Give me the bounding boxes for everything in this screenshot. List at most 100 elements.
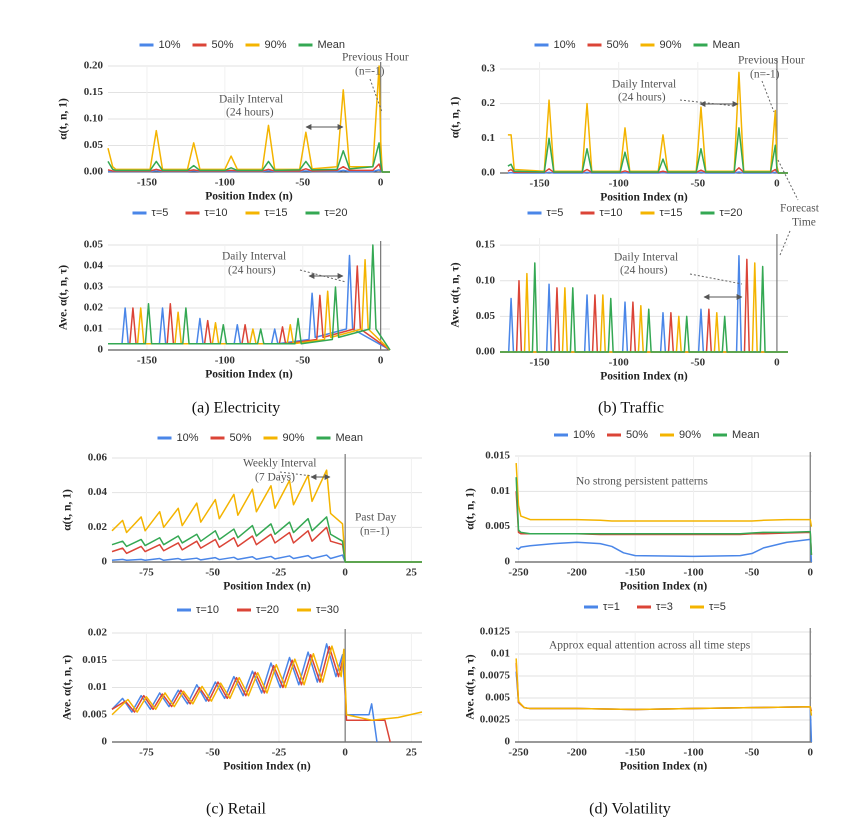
annotation: Daily Interval bbox=[614, 252, 678, 264]
x-tick-label: -25 bbox=[272, 747, 287, 759]
series-line bbox=[107, 142, 390, 173]
legend-item: τ=10 bbox=[177, 604, 219, 616]
x-tick-label: -100 bbox=[683, 567, 704, 579]
annotation: (24 hours) bbox=[226, 107, 274, 119]
x-tick-label: 0 bbox=[378, 355, 384, 367]
legend-label: τ=20 bbox=[720, 207, 743, 219]
legend-item: τ=5 bbox=[527, 207, 564, 219]
legend-item: 50% bbox=[210, 432, 252, 444]
annotation: Previous Hour bbox=[342, 52, 409, 64]
x-tick-label: -50 bbox=[295, 177, 310, 189]
x-tick-label: 0 bbox=[774, 357, 780, 369]
annotation: Approx equal attention across all time s… bbox=[549, 640, 751, 652]
x-tick-label: -100 bbox=[215, 177, 236, 189]
legend-item: τ=1 bbox=[584, 601, 620, 613]
legend-item: τ=3 bbox=[637, 601, 673, 613]
y-tick-label: 0.00 bbox=[476, 346, 496, 358]
x-axis-label: Position Index (n) bbox=[620, 581, 708, 593]
legend-item: 10% bbox=[157, 432, 199, 444]
legend-item: τ=20 bbox=[700, 207, 743, 219]
annotation: (7 Days) bbox=[255, 472, 295, 484]
legend-item: 50% bbox=[587, 39, 629, 51]
y-tick-label: 0.05 bbox=[84, 139, 104, 151]
y-tick-label: 0.01 bbox=[84, 323, 103, 335]
annotation: Past Day bbox=[355, 512, 396, 524]
y-tick-label: 0 bbox=[102, 556, 108, 568]
x-tick-label: -150 bbox=[625, 567, 646, 579]
legend-label: Mean bbox=[336, 432, 364, 444]
caption: (a) Electricity bbox=[192, 400, 280, 417]
x-tick-label: -75 bbox=[139, 747, 154, 759]
y-tick-label: 0.15 bbox=[476, 239, 496, 251]
legend-item: τ=5 bbox=[690, 601, 726, 613]
y-tick-label: 0.01 bbox=[491, 485, 510, 497]
legend-label: 90% bbox=[679, 429, 701, 441]
legend-item: 10% bbox=[554, 429, 595, 441]
y-axis-label: α(t, n, 1) bbox=[62, 489, 74, 531]
y-tick-label: 0.0025 bbox=[480, 714, 511, 726]
legend-label: τ=20 bbox=[325, 207, 348, 219]
y-tick-label: 0.10 bbox=[84, 113, 104, 125]
series-line bbox=[507, 127, 788, 174]
x-tick-label: 0 bbox=[774, 178, 780, 190]
legend-label: τ=20 bbox=[256, 604, 279, 616]
y-tick-label: 0.02 bbox=[88, 627, 108, 639]
y-tick-label: 0.015 bbox=[485, 450, 510, 462]
legend-label: τ=10 bbox=[600, 207, 623, 219]
y-tick-label: 0.15 bbox=[84, 86, 104, 98]
x-tick-label: -100 bbox=[215, 355, 236, 367]
legend-label: τ=10 bbox=[205, 207, 228, 219]
x-tick-label: -150 bbox=[529, 357, 550, 369]
legend-label: 10% bbox=[573, 429, 595, 441]
annotation: (n=-1) bbox=[360, 526, 390, 538]
x-tick-label: -150 bbox=[137, 355, 158, 367]
x-tick-label: -200 bbox=[567, 747, 588, 759]
x-tick-label: -50 bbox=[745, 747, 760, 759]
legend-item: Mean bbox=[298, 39, 345, 51]
y-tick-label: 0.05 bbox=[84, 239, 104, 251]
pointer bbox=[779, 230, 791, 256]
annotation: No strong persistent patterns bbox=[576, 476, 708, 488]
pointer bbox=[689, 273, 743, 285]
legend-label: τ=5 bbox=[547, 207, 564, 219]
y-axis-label: α(t, n, 1) bbox=[58, 98, 70, 140]
legend-label: 50% bbox=[626, 429, 648, 441]
caption: (c) Retail bbox=[206, 801, 267, 818]
pointer bbox=[761, 80, 775, 113]
legend-item: Mean bbox=[713, 429, 760, 441]
legend-item: τ=15 bbox=[640, 207, 683, 219]
legend-item: 10% bbox=[534, 39, 576, 51]
y-tick-label: 0.04 bbox=[88, 486, 108, 498]
legend-label: τ=3 bbox=[656, 601, 673, 613]
y-tick-label: 0.10 bbox=[476, 274, 496, 286]
legend-label: 50% bbox=[607, 39, 629, 51]
legend-label: τ=5 bbox=[709, 601, 726, 613]
legend-label: 10% bbox=[159, 39, 181, 51]
y-tick-label: 0.02 bbox=[88, 521, 108, 533]
annotation: Time bbox=[792, 217, 816, 229]
legend-label: Mean bbox=[732, 429, 760, 441]
x-tick-label: -100 bbox=[683, 747, 704, 759]
legend-label: τ=15 bbox=[660, 207, 683, 219]
annotation: Forecast bbox=[780, 203, 820, 215]
x-axis-label: Position Index (n) bbox=[223, 761, 311, 773]
y-axis-label: Ave. α(t, n, τ) bbox=[58, 265, 70, 330]
legend-label: τ=30 bbox=[316, 604, 339, 616]
legend-label: 90% bbox=[660, 39, 682, 51]
legend-item: 50% bbox=[192, 39, 234, 51]
x-tick-label: -50 bbox=[295, 355, 310, 367]
legend-item: τ=30 bbox=[297, 604, 339, 616]
y-tick-label: 0 bbox=[505, 556, 511, 568]
x-tick-label: -200 bbox=[567, 567, 588, 579]
x-axis-label: Position Index (n) bbox=[205, 191, 293, 203]
annotation: Weekly Interval bbox=[243, 458, 316, 470]
y-axis-label: Ave. α(t, n, τ) bbox=[62, 655, 74, 720]
annotation: (24 hours) bbox=[618, 92, 666, 104]
series-line bbox=[111, 554, 422, 563]
annotation: (n=-1) bbox=[355, 66, 385, 78]
y-tick-label: 0.2 bbox=[481, 97, 495, 109]
y-tick-label: 0.01 bbox=[88, 681, 107, 693]
plots: 0.00 0.05 0.10 0.15 0.2 0 -150 -100 -50 0 Position… bbox=[58, 39, 814, 773]
x-tick-label: 0 bbox=[378, 177, 384, 189]
x-tick-label: 25 bbox=[406, 747, 418, 759]
